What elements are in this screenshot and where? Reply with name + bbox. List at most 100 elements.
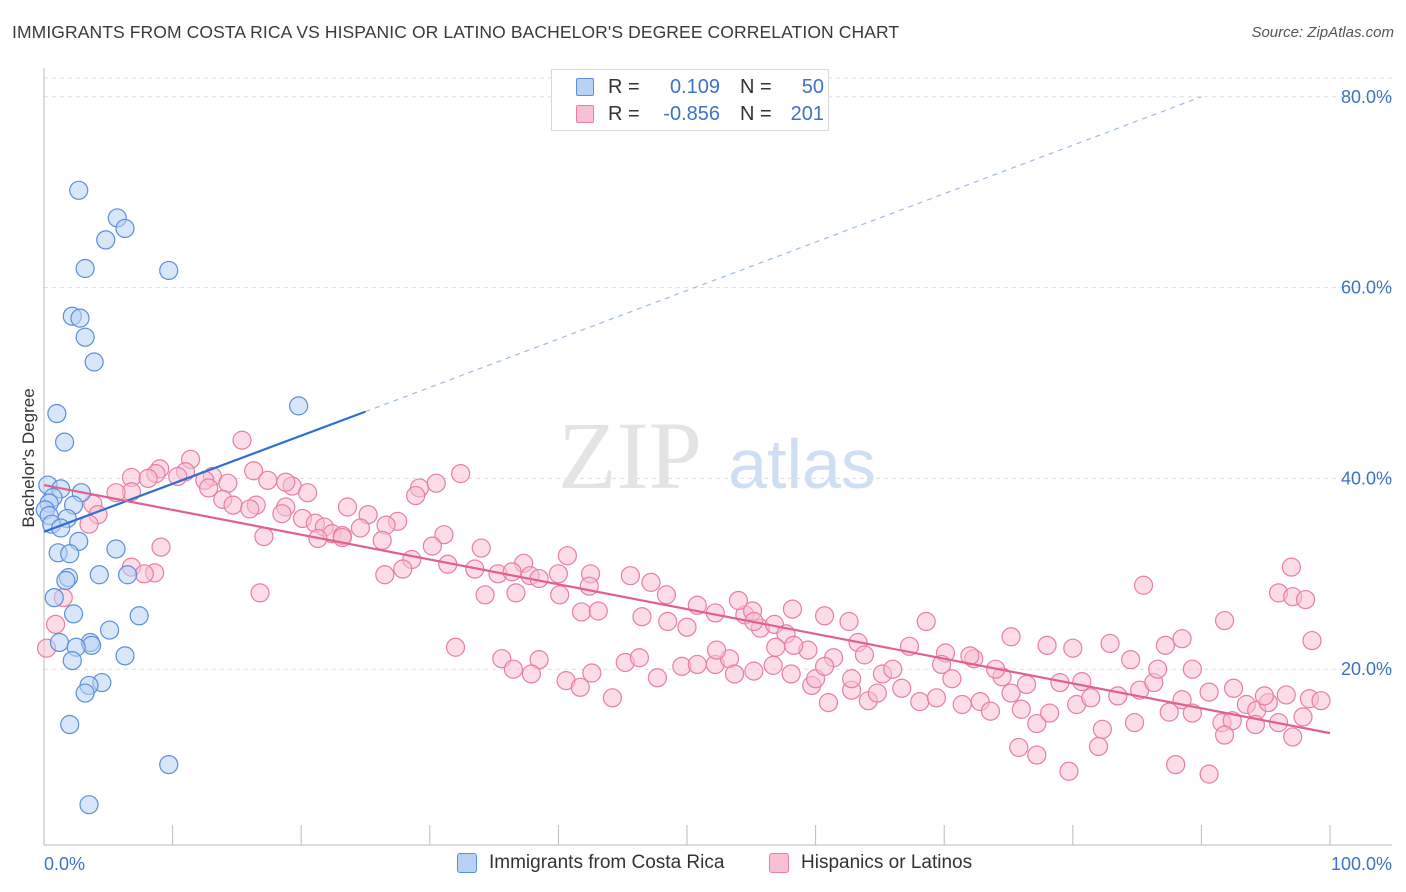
trend-line-costa-rica — [43, 410, 366, 533]
costa-rica-point — [289, 396, 309, 416]
trend-lines — [43, 96, 1331, 735]
n-label-blue: N = — [740, 75, 772, 98]
costa-rica-point — [96, 230, 116, 250]
source-label: Source: ZipAtlas.com — [1251, 24, 1394, 41]
hispanics-point — [706, 640, 727, 660]
hispanics-point — [781, 664, 801, 684]
hispanics-point — [1001, 683, 1021, 703]
hispanics-point — [687, 654, 707, 675]
hispanics-point — [960, 646, 980, 666]
hispanics-point — [475, 585, 495, 605]
hispanics-point — [602, 688, 623, 708]
hispanics-point — [784, 635, 804, 655]
r-label-blue: R = — [608, 75, 640, 98]
costa-rica-point — [54, 432, 75, 452]
costa-rica-point — [84, 352, 104, 372]
hispanics-point — [272, 504, 292, 524]
costa-rica-point — [75, 683, 95, 703]
hispanics-point — [842, 669, 862, 689]
trend-line-hispanics — [43, 483, 1331, 735]
hispanics-point — [550, 585, 570, 605]
r-label-pink: R = — [608, 102, 640, 125]
costa-rica-point — [70, 308, 90, 328]
n-value-blue: 50 — [801, 75, 824, 98]
costa-rica-point — [159, 754, 179, 775]
hispanics-point — [337, 497, 358, 517]
legend-item-costa-rica: Immigrants from Costa Rica — [457, 852, 724, 874]
legend-item-hispanics: Hispanics or Latinos — [769, 852, 972, 874]
hispanics-point — [916, 611, 936, 632]
hispanics-point — [434, 525, 454, 545]
costa-rica-point — [89, 565, 109, 585]
hispanics-point — [422, 536, 442, 556]
costa-rica-point — [115, 218, 135, 239]
hispanics-point — [728, 590, 749, 611]
hispanics-point — [1254, 686, 1275, 706]
tick-labels: 20.0% 40.0% 60.0% 80.0% 0.0% 100.0% — [44, 87, 1392, 874]
hispanics-point — [557, 546, 578, 566]
series-costa-rica-points — [35, 180, 309, 815]
axes — [43, 68, 1392, 846]
costa-rica-point — [75, 258, 95, 279]
hispanics-point — [641, 572, 661, 592]
hispanics-point — [451, 464, 471, 484]
costa-rica-point — [117, 565, 138, 585]
hispanics-point — [406, 485, 426, 506]
hispanics-point — [1276, 685, 1296, 705]
hispanics-point — [151, 537, 171, 557]
hispanics-point — [818, 692, 839, 713]
hispanics-point — [1133, 575, 1154, 595]
stats-legend-row-pink: R = -0.856 N = 201 — [576, 102, 824, 126]
hispanics-point — [1121, 650, 1141, 670]
hispanics-point — [548, 564, 569, 584]
hispanics-point — [1283, 727, 1303, 747]
costa-rica-point — [47, 403, 67, 424]
legend-swatch-blue — [457, 853, 477, 873]
hispanics-point — [744, 661, 764, 681]
hispanics-point — [1148, 659, 1168, 679]
hispanics-point — [677, 617, 697, 637]
costa-rica-point — [129, 606, 149, 626]
chart-title: IMMIGRANTS FROM COSTA RICA VS HISPANIC O… — [12, 22, 900, 42]
hispanics-point — [250, 583, 270, 603]
y-tick-label: 60.0% — [1341, 278, 1392, 298]
hispanics-point — [1001, 627, 1021, 647]
hispanics-point — [1027, 745, 1047, 765]
hispanics-point — [1092, 719, 1112, 739]
hispanics-point — [506, 583, 526, 603]
stats-legend: R = 0.109 N = 50 R = -0.856 N = 201 — [551, 69, 829, 131]
y-tick-label: 40.0% — [1341, 468, 1392, 488]
watermark: ZIP atlas — [558, 402, 876, 509]
hispanics-point — [980, 701, 1001, 721]
blue-swatch — [576, 78, 594, 96]
hispanics-point — [240, 499, 260, 519]
costa-rica-point — [79, 795, 99, 815]
hispanics-point — [1072, 672, 1092, 692]
hispanics-point — [815, 656, 835, 676]
watermark-atlas: atlas — [728, 425, 876, 503]
hispanics-point — [244, 461, 264, 481]
hispanics-point — [1214, 610, 1235, 631]
hispanics-point — [254, 526, 274, 547]
hispanics-point — [1293, 707, 1313, 727]
hispanics-point — [502, 562, 522, 582]
legend-swatch-pink — [769, 853, 789, 873]
hispanics-point — [258, 470, 278, 490]
hispanics-point — [426, 473, 446, 493]
hispanics-point — [629, 648, 650, 668]
hispanics-point — [1100, 633, 1120, 654]
hispanics-point — [1027, 713, 1047, 734]
hispanics-point — [445, 637, 466, 657]
hispanics-point — [815, 606, 835, 626]
hispanics-point — [647, 668, 668, 688]
hispanics-point — [138, 468, 158, 488]
hispanics-point — [276, 472, 296, 492]
hispanics-point — [1016, 674, 1037, 695]
costa-rica-point — [60, 544, 80, 564]
hispanics-point — [1199, 764, 1219, 784]
costa-rica-point — [159, 260, 179, 281]
hispanics-point — [199, 478, 219, 498]
hispanics-point — [1037, 635, 1057, 655]
y-tick-label: 20.0% — [1341, 659, 1392, 679]
